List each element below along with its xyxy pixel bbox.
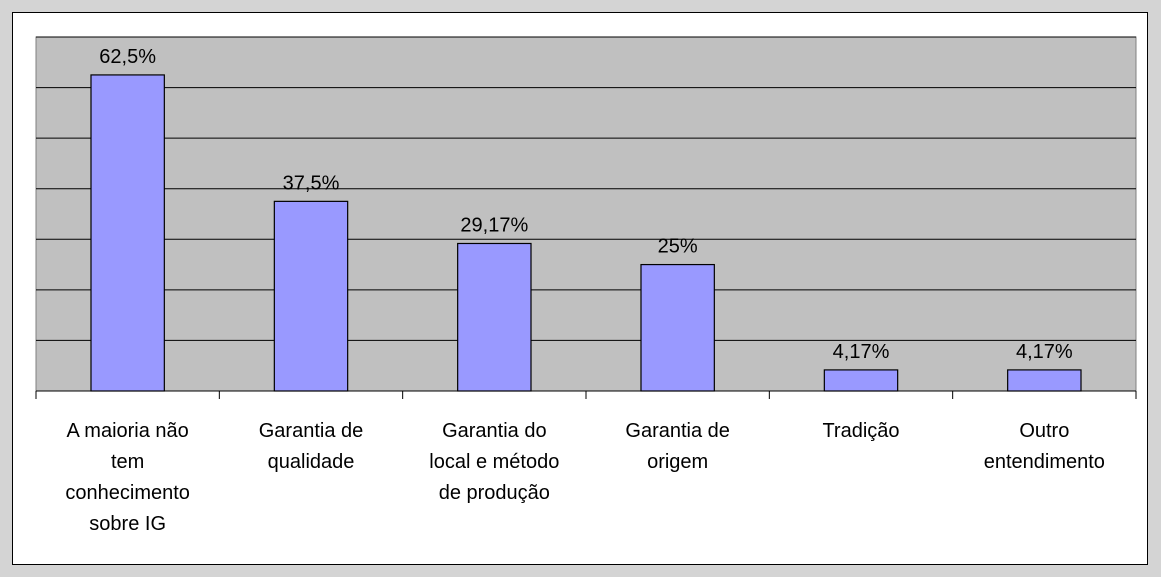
plot-area: [35, 36, 1137, 392]
x-tick-label: Outro entendimento: [983, 420, 1105, 473]
x-tick-label: Garantia do local e método de produção: [429, 420, 560, 504]
x-tick-label: Garantia de origem: [625, 420, 730, 473]
data-label: 4,17%: [833, 341, 890, 363]
bar: [640, 263, 715, 392]
data-label: 62,5%: [99, 46, 156, 68]
bar: [823, 369, 899, 392]
bar: [1007, 369, 1082, 392]
bar: [90, 74, 165, 392]
data-label: 4,17%: [1016, 341, 1073, 363]
data-label: 37,5%: [283, 172, 340, 194]
data-label: 25%: [658, 236, 698, 258]
data-label: 29,17%: [460, 214, 528, 236]
x-tick-label: Garantia de qualidade: [258, 420, 364, 473]
x-tick-label: A maioria não tem conhecimento sobre IG: [65, 420, 190, 535]
bar: [457, 242, 532, 392]
x-tick-label: Tradição: [822, 420, 900, 442]
bar: [273, 200, 349, 392]
